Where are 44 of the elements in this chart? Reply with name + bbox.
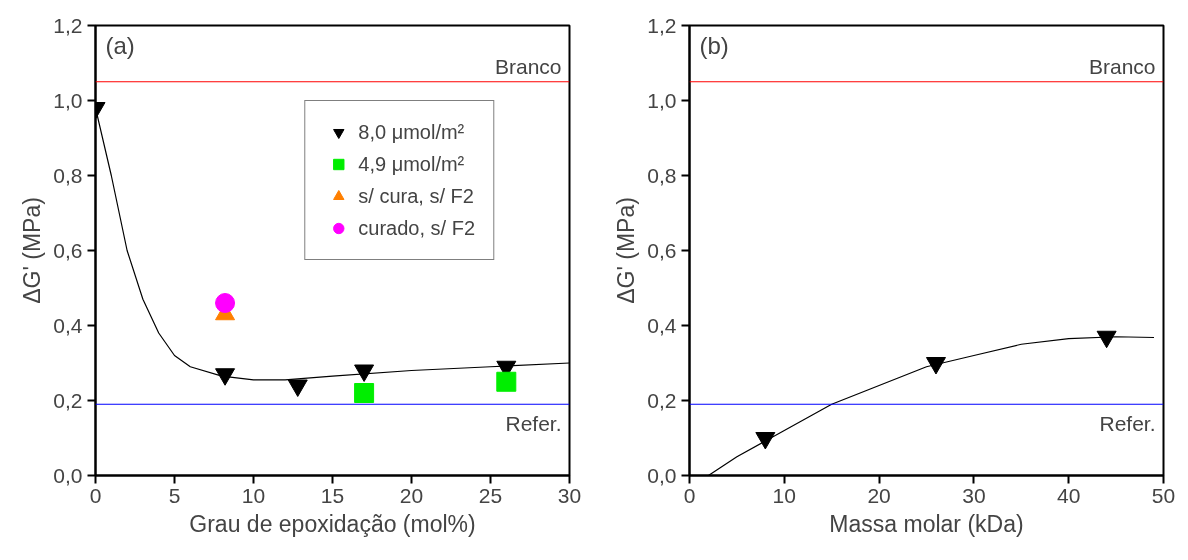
x-tick-label: 10 (772, 483, 796, 507)
ref-line-label: Refer. (505, 412, 562, 436)
ref-line-label: Branco (494, 54, 562, 78)
ref-line-label: Refer. (1099, 412, 1156, 436)
x-tick-label: 10 (241, 483, 266, 507)
legend-label: 8,0 μmol/m² (358, 120, 465, 144)
y-tick-label: 0,8 (53, 163, 83, 187)
x-tick-label: 25 (478, 483, 503, 507)
x-tick-label: 15 (320, 483, 345, 507)
y-tick-label: 0,6 (647, 238, 677, 262)
y-tick-label: 1,2 (647, 13, 677, 37)
y-tick-label: 1,2 (53, 13, 83, 37)
point (925, 357, 946, 375)
y-tick-label: 0,2 (647, 388, 677, 412)
point (755, 432, 776, 450)
y-tick-label: 1,0 (647, 88, 677, 112)
legend-label: curado, s/ F2 (358, 216, 475, 240)
x-tick-label: 0 (89, 483, 102, 507)
annotation: (a) (105, 31, 135, 59)
x-axis-title: Massa molar (kDa) (829, 510, 1024, 537)
legend-label: s/ cura, s/ F2 (358, 184, 474, 208)
x-tick-label: 5 (168, 483, 181, 507)
x-tick-label: 30 (557, 483, 582, 507)
y-tick-label: 0,4 (53, 313, 83, 337)
x-tick-label: 0 (683, 483, 696, 507)
x-tick-label: 40 (1057, 483, 1081, 507)
y-tick-label: 0,4 (647, 313, 677, 337)
x-axis-title: Grau de epoxidação (mol%) (189, 510, 476, 537)
x-tick-label: 20 (867, 483, 891, 507)
y-axis-title: ΔG' (MPa) (19, 197, 46, 304)
y-tick-label: 0,0 (53, 463, 83, 487)
annotation: (b) (699, 31, 729, 59)
x-tick-label: 30 (962, 483, 986, 507)
legend-label: 4,9 μmol/m² (358, 152, 465, 176)
y-tick-label: 0,2 (53, 388, 83, 412)
y-tick-label: 1,0 (53, 88, 83, 112)
point (1096, 330, 1117, 349)
y-axis-title: ΔG' (MPa) (613, 197, 640, 304)
ref-line-label: Branco (1088, 54, 1156, 78)
y-tick-label: 0,8 (647, 163, 677, 187)
y-tick-label: 0,0 (647, 463, 677, 487)
x-tick-label: 50 (1151, 483, 1176, 507)
x-tick-label: 20 (399, 483, 424, 507)
y-tick-label: 0,6 (53, 238, 83, 262)
